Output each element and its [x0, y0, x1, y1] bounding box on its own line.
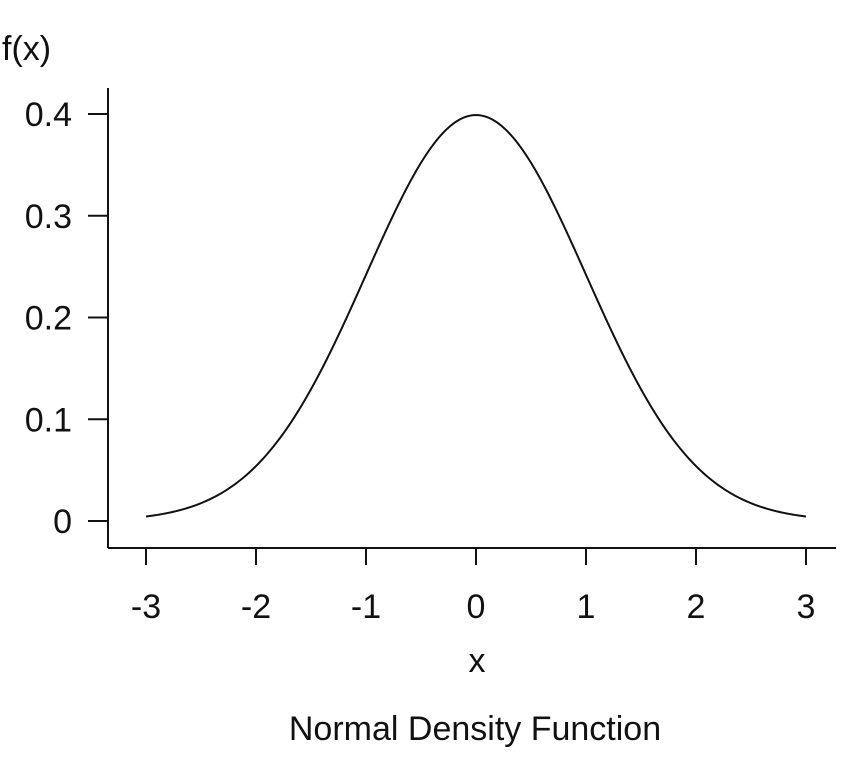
density-curve: [145, 114, 807, 518]
y-axis-label: f(x): [2, 30, 51, 68]
chart-title: Normal Density Function: [289, 710, 661, 748]
y-tick-label: 0: [53, 503, 72, 541]
y-tick-label: 0.1: [25, 401, 72, 439]
y-tick-label: 0.2: [25, 300, 72, 338]
x-tick-label: 2: [687, 588, 706, 626]
x-tick-label: 3: [797, 588, 816, 626]
x-tick-label: 1: [577, 588, 596, 626]
x-tick-label: 0: [467, 588, 486, 626]
y-tick-label: 0.4: [25, 96, 72, 134]
x-tick-label: -3: [131, 588, 161, 626]
x-axis-label: x: [469, 642, 486, 680]
y-tick-label: 0.3: [25, 198, 72, 236]
x-tick-label: -1: [351, 588, 381, 626]
x-tick-label: -2: [241, 588, 271, 626]
